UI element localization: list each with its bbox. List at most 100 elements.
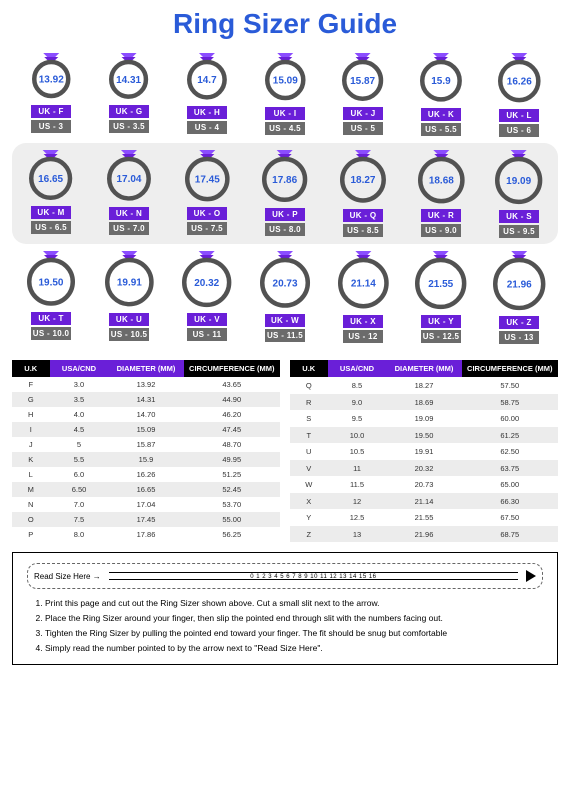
uk-size-badge: UK - N <box>109 207 149 220</box>
sizer-tip-icon <box>526 570 536 582</box>
table-cell: 19.91 <box>386 443 461 460</box>
table-header: CIRCUMFERENCE (MM) <box>462 360 559 377</box>
ring-cell: 14.7 UK - HUS - 4 <box>170 50 244 137</box>
svg-text:19.50: 19.50 <box>38 277 63 288</box>
table-header: CIRCUMFERENCE (MM) <box>184 360 281 377</box>
table-row: W11.520.7365.00 <box>290 476 558 493</box>
svg-text:18.27: 18.27 <box>351 175 376 186</box>
us-size-badge: US - 7.0 <box>109 222 149 235</box>
table-row: V1120.3263.75 <box>290 460 558 477</box>
table-row: G3.514.3144.90 <box>12 392 280 407</box>
table-cell: N <box>12 497 50 512</box>
ring-cell: 21.55 UK - YUS - 12.5 <box>404 248 478 344</box>
instruction-item: Tighten the Ring Sizer by pulling the po… <box>45 627 543 640</box>
table-row: H4.014.7046.20 <box>12 407 280 422</box>
table-cell: 52.45 <box>184 482 281 497</box>
svg-text:16.65: 16.65 <box>39 173 64 184</box>
us-size-badge: US - 8.0 <box>265 223 305 236</box>
table-cell: G <box>12 392 50 407</box>
table-cell: 57.50 <box>462 377 559 394</box>
svg-text:19.91: 19.91 <box>117 277 142 288</box>
us-size-badge: US - 7.5 <box>187 222 227 235</box>
ring-cell: 21.96 UK - ZUS - 13 <box>482 248 556 344</box>
table-cell: 12 <box>328 493 387 510</box>
us-size-badge: US - 6.5 <box>31 221 71 234</box>
table-cell: 3.0 <box>50 377 109 392</box>
table-cell: W <box>290 476 328 493</box>
ring-row: 16.65 UK - MUS - 6.5 17.04 UK - NUS - 7.… <box>12 143 558 244</box>
sizer-label: Read Size Here → <box>34 572 101 581</box>
uk-size-badge: UK - F <box>31 105 71 118</box>
table-row: S9.519.0960.00 <box>290 410 558 427</box>
svg-text:17.45: 17.45 <box>194 174 219 185</box>
ring-row: 13.92 UK - FUS - 3 14.31 UK - GUS - 3.5 … <box>12 46 558 143</box>
table-header: DIAMETER (MM) <box>386 360 461 377</box>
us-size-badge: US - 3 <box>31 120 71 133</box>
table-cell: 6.50 <box>50 482 109 497</box>
table-cell: O <box>12 512 50 527</box>
instruction-item: Print this page and cut out the Ring Siz… <box>45 597 543 610</box>
table-cell: T <box>290 427 328 444</box>
table-header: U.K <box>12 360 50 377</box>
table-cell: 16.65 <box>108 482 183 497</box>
table-cell: X <box>290 493 328 510</box>
us-size-badge: US - 3.5 <box>109 120 149 133</box>
table-row: F3.013.9243.65 <box>12 377 280 392</box>
svg-text:20.32: 20.32 <box>195 278 220 289</box>
us-size-badge: US - 10.5 <box>109 328 149 341</box>
ring-cell: 19.09 UK - SUS - 9.5 <box>482 147 556 238</box>
instruction-item: Simply read the number pointed to by the… <box>45 642 543 655</box>
svg-text:21.96: 21.96 <box>507 279 532 290</box>
page-title: Ring Sizer Guide <box>12 8 558 40</box>
table-cell: 4.5 <box>50 422 109 437</box>
table-cell: H <box>12 407 50 422</box>
instructions-list: Print this page and cut out the Ring Siz… <box>27 597 543 654</box>
us-size-badge: US - 5 <box>343 122 383 135</box>
table-cell: 58.75 <box>462 394 559 411</box>
svg-text:13.92: 13.92 <box>38 75 63 86</box>
uk-size-badge: UK - Q <box>343 209 383 222</box>
table-cell: 66.30 <box>462 493 559 510</box>
table-cell: 9.0 <box>328 394 387 411</box>
table-cell: 61.25 <box>462 427 559 444</box>
table-cell: 19.50 <box>386 427 461 444</box>
table-cell: 7.5 <box>50 512 109 527</box>
uk-size-badge: UK - U <box>109 313 149 326</box>
table-header: USA/CND <box>328 360 387 377</box>
svg-text:14.31: 14.31 <box>116 75 141 86</box>
table-cell: 15.9 <box>108 452 183 467</box>
table-cell: 47.45 <box>184 422 281 437</box>
table-cell: I <box>12 422 50 437</box>
uk-size-badge: UK - R <box>421 209 461 222</box>
table-header: USA/CND <box>50 360 109 377</box>
size-tables: U.KUSA/CNDDIAMETER (MM)CIRCUMFERENCE (MM… <box>12 360 558 542</box>
table-row: M6.5016.6552.45 <box>12 482 280 497</box>
table-cell: 11.5 <box>328 476 387 493</box>
table-row: U10.519.9162.50 <box>290 443 558 460</box>
svg-text:21.14: 21.14 <box>350 279 375 290</box>
table-cell: 13 <box>328 526 387 543</box>
table-cell: P <box>12 527 50 542</box>
table-cell: 15.87 <box>108 437 183 452</box>
table-cell: 3.5 <box>50 392 109 407</box>
instructions-box: Read Size Here → 0 1 2 3 4 5 6 7 8 9 10 … <box>12 552 558 665</box>
uk-size-badge: UK - O <box>187 207 227 220</box>
ring-cell: 15.09 UK - IUS - 4.5 <box>248 50 322 137</box>
svg-text:15.09: 15.09 <box>273 76 298 87</box>
table-cell: 10.0 <box>328 427 387 444</box>
table-cell: 16.26 <box>108 467 183 482</box>
table-cell: 5 <box>50 437 109 452</box>
table-cell: 14.70 <box>108 407 183 422</box>
table-cell: 65.00 <box>462 476 559 493</box>
ring-cell: 19.50 UK - TUS - 10.0 <box>14 248 88 344</box>
table-cell: 17.04 <box>108 497 183 512</box>
ring-cell: 21.14 UK - XUS - 12 <box>326 248 400 344</box>
table-cell: J <box>12 437 50 452</box>
svg-text:18.68: 18.68 <box>429 175 454 186</box>
us-size-badge: US - 8.5 <box>343 224 383 237</box>
ring-grid: 13.92 UK - FUS - 3 14.31 UK - GUS - 3.5 … <box>12 46 558 350</box>
us-size-badge: US - 5.5 <box>421 123 461 136</box>
table-row: Y12.521.5567.50 <box>290 509 558 526</box>
us-size-badge: US - 4 <box>187 121 227 134</box>
uk-size-badge: UK - X <box>343 315 383 328</box>
